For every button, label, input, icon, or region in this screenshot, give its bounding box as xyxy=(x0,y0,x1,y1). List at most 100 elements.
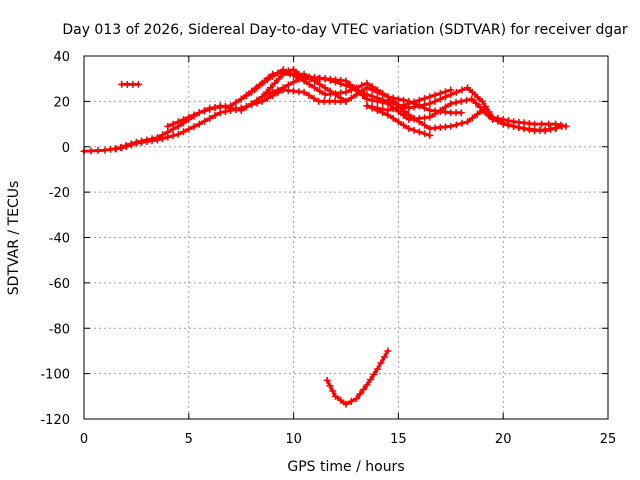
data-point-marker xyxy=(452,99,460,107)
data-point-marker xyxy=(326,382,334,390)
data-point-marker xyxy=(494,117,502,125)
data-point-marker xyxy=(476,103,484,111)
data-point-marker xyxy=(227,102,235,110)
data-point-marker xyxy=(431,110,439,118)
x-tick-label: 25 xyxy=(600,432,617,447)
data-point-marker xyxy=(468,114,476,122)
data-point-marker xyxy=(356,390,364,398)
data-point-marker xyxy=(400,101,408,109)
data-point-marker xyxy=(305,80,313,88)
data-point-marker xyxy=(389,105,397,113)
data-point-marker xyxy=(421,121,429,129)
data-point-marker xyxy=(316,80,324,88)
data-point-marker xyxy=(478,97,486,105)
data-point-marker xyxy=(346,81,354,89)
data-point-marker xyxy=(384,111,392,119)
y-tick-label: -40 xyxy=(49,232,70,247)
data-point-marker xyxy=(180,128,188,136)
y-tick-label: -60 xyxy=(49,277,70,292)
data-point-marker xyxy=(442,88,450,96)
data-point-marker xyxy=(342,97,350,105)
series-layer xyxy=(80,66,570,408)
data-point-marker xyxy=(464,118,472,126)
data-point-marker xyxy=(531,120,539,128)
data-point-marker xyxy=(295,75,303,83)
data-point-marker xyxy=(426,113,434,121)
data-point-marker xyxy=(195,120,203,128)
data-point-marker xyxy=(380,353,388,361)
data-point-marker xyxy=(148,135,156,143)
data-point-marker xyxy=(379,89,387,97)
y-tick-label: -100 xyxy=(40,368,70,383)
data-point-marker xyxy=(323,376,331,384)
data-point-marker xyxy=(305,91,313,99)
data-point-marker xyxy=(379,109,387,117)
data-point-marker xyxy=(473,93,481,101)
data-point-marker xyxy=(237,106,245,114)
x-tick-label: 10 xyxy=(285,432,302,447)
data-point-marker xyxy=(169,120,177,128)
data-point-marker xyxy=(366,376,374,384)
data-point-marker xyxy=(350,84,358,92)
x-axis-label: GPS time / hours xyxy=(287,459,404,475)
data-point-marker xyxy=(253,96,261,104)
data-point-marker xyxy=(384,100,392,108)
data-point-marker xyxy=(359,386,367,394)
data-point-marker xyxy=(275,75,283,83)
y-axis-label: SDTVAR / TECUs xyxy=(6,181,22,296)
y-tick-label: 0 xyxy=(62,141,70,156)
data-point-marker xyxy=(394,95,402,103)
data-point-marker xyxy=(355,88,363,96)
data-point-marker xyxy=(426,131,434,139)
data-point-marker xyxy=(457,109,465,117)
data-point-marker xyxy=(379,99,387,107)
data-point-marker xyxy=(394,103,402,111)
data-point-marker xyxy=(311,84,319,92)
data-point-marker xyxy=(436,89,444,97)
data-point-marker xyxy=(271,79,279,87)
grid-layer xyxy=(84,56,608,419)
y-tick-label: -80 xyxy=(49,322,70,337)
data-point-marker xyxy=(373,106,381,114)
data-point-marker xyxy=(263,91,271,99)
data-point-marker xyxy=(290,78,298,86)
data-point-marker xyxy=(452,121,460,129)
data-point-marker xyxy=(185,125,193,133)
data-point-marker xyxy=(274,86,282,94)
data-point-marker xyxy=(421,95,429,103)
data-point-marker xyxy=(468,95,476,103)
data-point-marker xyxy=(237,95,245,103)
data-point-marker xyxy=(321,84,329,92)
data-point-marker xyxy=(431,91,439,99)
data-point-marker xyxy=(538,120,546,128)
data-point-marker xyxy=(101,146,109,154)
data-point-marker xyxy=(253,83,261,91)
data-point-marker xyxy=(180,116,188,124)
data-point-marker xyxy=(447,122,455,130)
data-point-marker xyxy=(164,122,172,130)
data-point-marker xyxy=(436,106,444,114)
data-point-marker xyxy=(284,68,292,76)
y-tick-label: -20 xyxy=(49,186,70,201)
data-point-marker xyxy=(153,134,161,142)
data-point-marker xyxy=(195,109,203,117)
data-point-marker xyxy=(143,136,151,144)
data-point-marker xyxy=(415,128,423,136)
data-point-marker xyxy=(520,125,528,133)
data-point-marker xyxy=(232,105,240,113)
data-point-marker xyxy=(368,83,376,91)
data-point-marker xyxy=(447,100,455,108)
data-point-marker xyxy=(405,125,413,133)
tick-layer: 0 5 10 15 20 25 40 20 0 -20 -40 -60 -80 -100 -120 xyxy=(40,50,616,447)
data-point-marker xyxy=(174,118,182,126)
data-point-marker xyxy=(111,145,119,153)
data-point-marker xyxy=(363,102,371,110)
data-point-marker xyxy=(421,130,429,138)
data-point-marker xyxy=(389,94,397,102)
data-point-marker xyxy=(258,79,266,87)
data-point-marker xyxy=(562,122,570,130)
y-tick-label: -120 xyxy=(40,413,70,428)
y-tick-label: 20 xyxy=(53,95,70,110)
data-point-marker xyxy=(337,396,345,404)
series-base xyxy=(82,88,348,153)
